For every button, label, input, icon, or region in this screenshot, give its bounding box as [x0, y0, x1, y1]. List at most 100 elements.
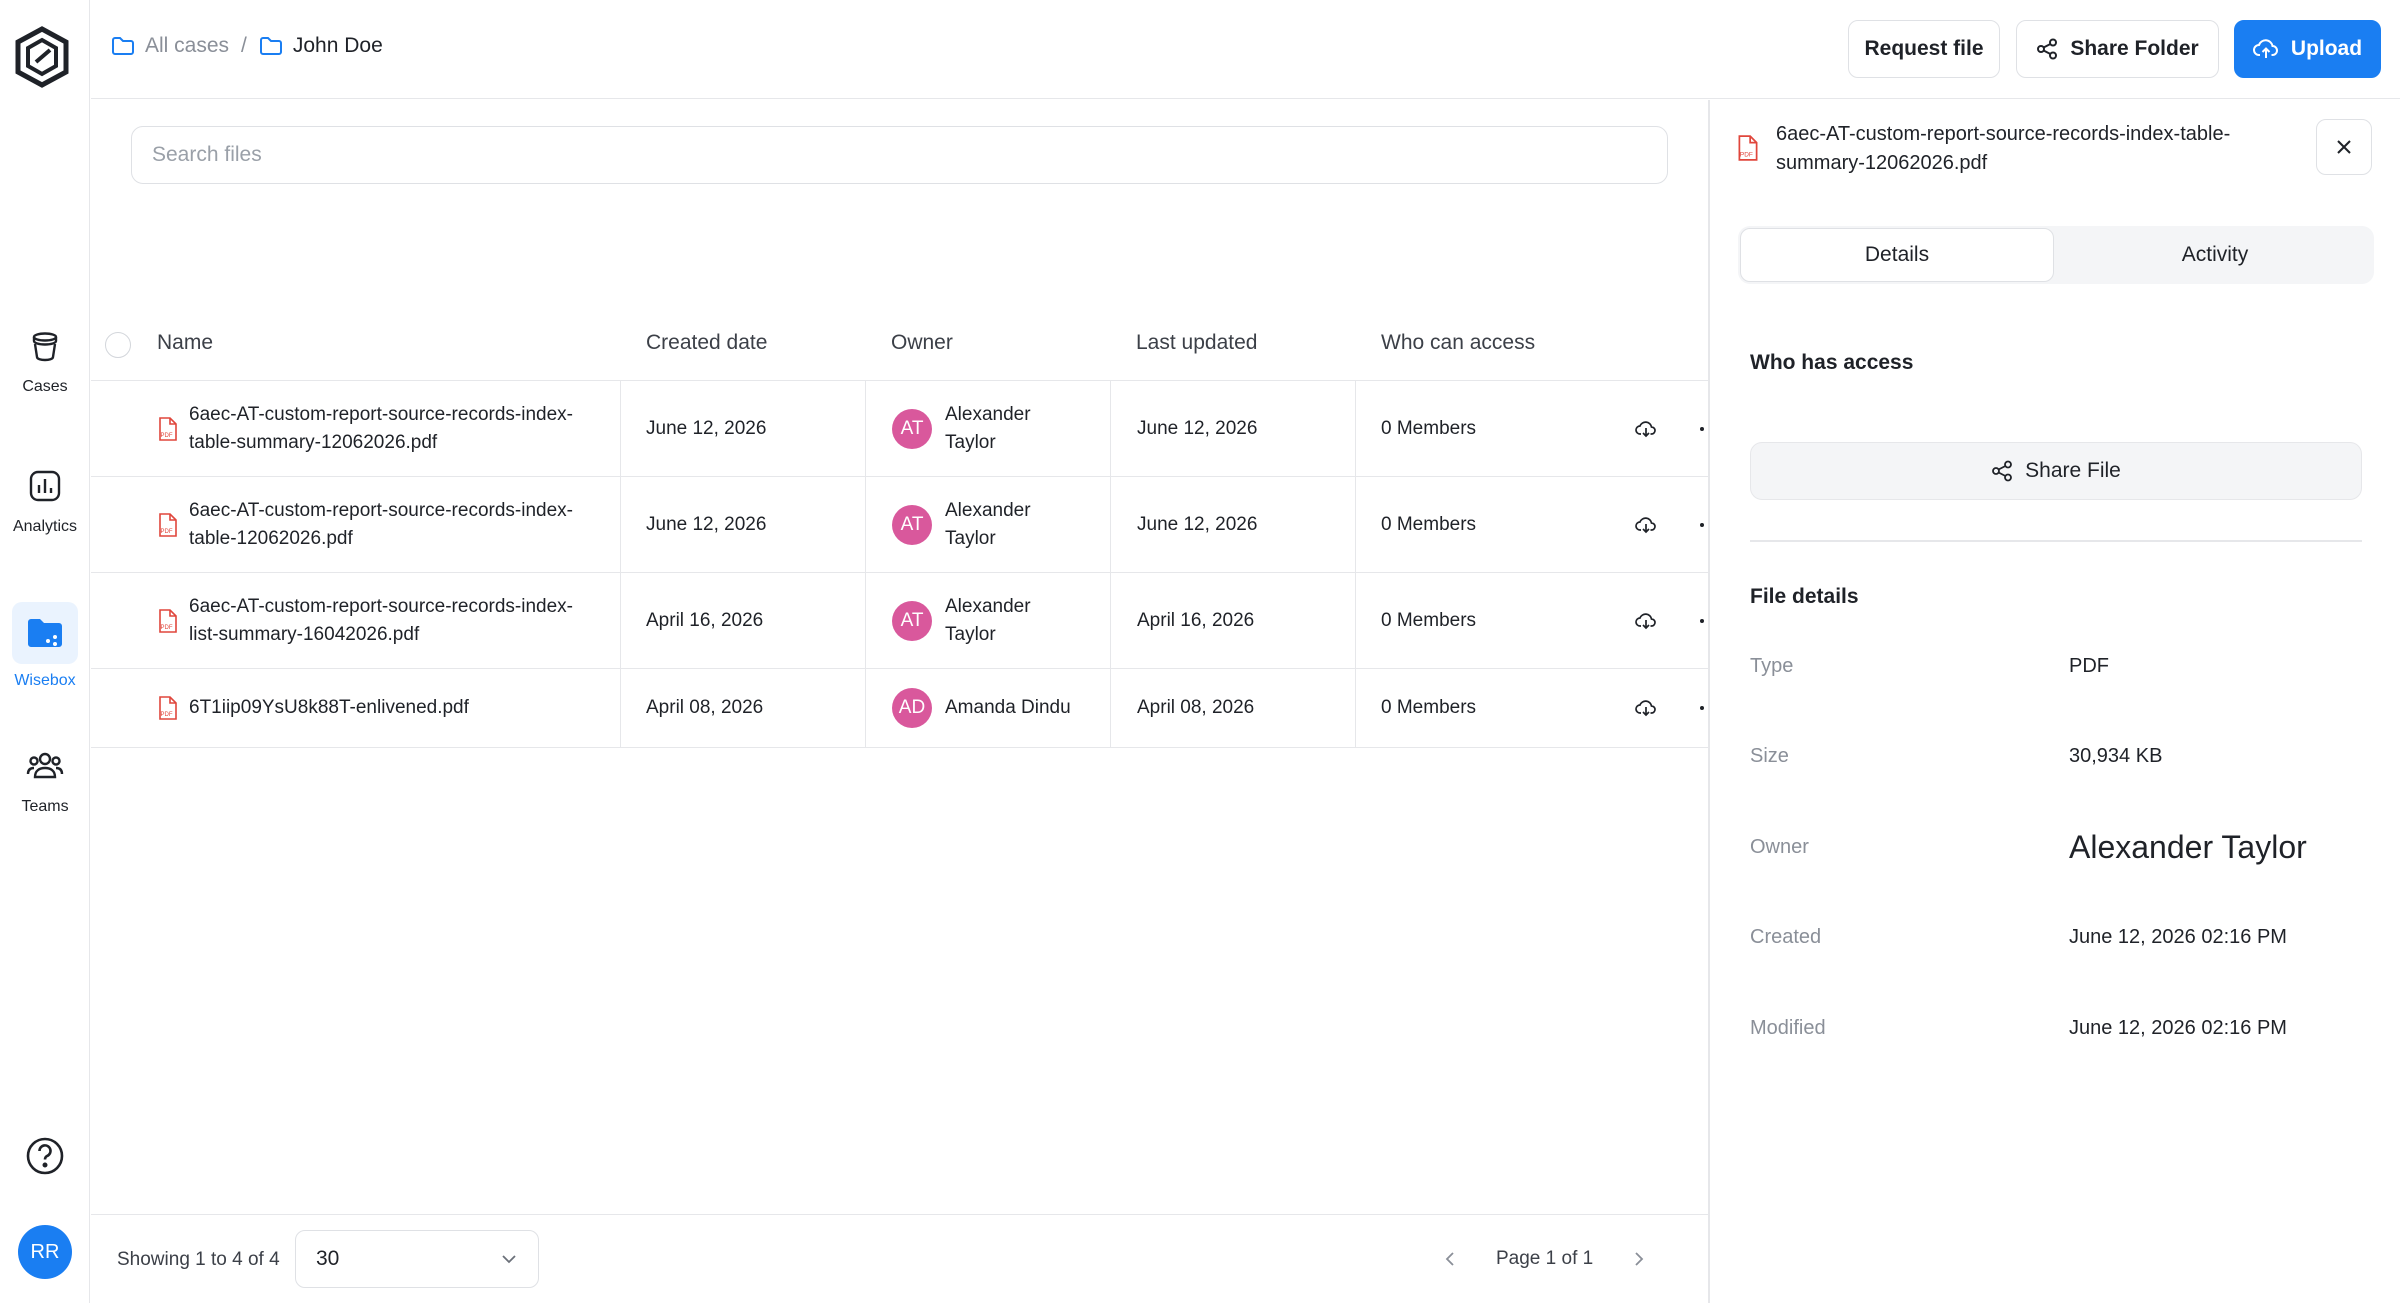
table-footer: Showing 1 to 4 of 4 30 Page 1 of 1: [91, 1214, 1708, 1303]
cloud-download-icon[interactable]: [1635, 381, 1657, 476]
table-row[interactable]: PDF 6T1iip09YsU8k88T-enlivened.pdf April…: [91, 669, 1708, 748]
owner-cell: AT Alexander Taylor: [892, 477, 1045, 572]
top-bar: All cases / John Doe Request file Share …: [91, 0, 2400, 99]
share-folder-button[interactable]: Share Folder: [2016, 20, 2219, 78]
owner-cell: AD Amanda Dindu: [892, 669, 1085, 747]
updated-date: April 08, 2026: [1137, 697, 1255, 718]
share-file-button[interactable]: Share File: [1750, 442, 2362, 500]
column-header-updated[interactable]: Last updated: [1136, 331, 1258, 354]
row-menu-icon[interactable]: [1699, 669, 1705, 747]
request-file-button[interactable]: Request file: [1848, 20, 2000, 78]
svg-text:PDF: PDF: [161, 712, 173, 718]
per-page-select[interactable]: 30: [295, 1230, 539, 1288]
file-name[interactable]: 6aec-AT-custom-report-source-records-ind…: [189, 499, 573, 549]
created-date: June 12, 2026: [646, 513, 767, 535]
detail-value-modified: June 12, 2026 02:16 PM: [2069, 1017, 2287, 1039]
row-menu-icon[interactable]: [1699, 381, 1705, 476]
detail-label-owner: Owner: [1750, 836, 1809, 858]
sidebar-item-analytics[interactable]: Analytics: [0, 462, 90, 536]
sidebar-item-wisebox[interactable]: Wisebox: [0, 602, 90, 690]
cloud-download-icon[interactable]: [1635, 573, 1657, 668]
cloud-download-icon[interactable]: [1635, 477, 1657, 572]
row-menu-icon[interactable]: [1699, 477, 1705, 572]
owner-cell: AT Alexander Taylor: [892, 573, 1045, 668]
user-avatar[interactable]: RR: [18, 1225, 72, 1279]
access-count: 0 Members: [1381, 417, 1477, 439]
detail-value-type: PDF: [2069, 655, 2109, 677]
pdf-icon: PDF: [158, 477, 178, 572]
file-list-area: Name Created date Owner Last updated Who…: [91, 100, 1708, 1303]
avatar: AT: [892, 408, 932, 449]
divider: [1750, 540, 2362, 542]
search-input[interactable]: [131, 126, 1668, 184]
column-header-access[interactable]: Who can access: [1381, 331, 1536, 354]
avatar: AD: [892, 688, 932, 728]
detail-value-size: 30,934 KB: [2069, 745, 2163, 767]
cloud-download-icon[interactable]: [1635, 669, 1657, 747]
access-section-title: Who has access: [1750, 351, 1914, 374]
file-details-panel: PDF 6aec-AT-custom-report-source-records…: [1708, 100, 2400, 1303]
row-menu-icon[interactable]: [1699, 573, 1705, 668]
access-count: 0 Members: [1381, 609, 1477, 631]
detail-label-modified: Modified: [1750, 1017, 1826, 1039]
detail-value-created: June 12, 2026 02:16 PM: [2069, 926, 2287, 948]
teams-icon: [21, 742, 69, 790]
sidebar-item-cases[interactable]: Cases: [0, 322, 90, 396]
close-button[interactable]: [2316, 119, 2372, 175]
sidebar-item-label: Teams: [21, 798, 69, 815]
logo-icon: [15, 26, 69, 88]
detail-value-owner: Alexander Taylor: [2069, 829, 2307, 865]
select-all-checkbox[interactable]: [105, 332, 131, 358]
pdf-icon: PDF: [158, 669, 178, 747]
table-row[interactable]: PDF 6aec-AT-custom-report-source-records…: [91, 477, 1708, 573]
app-logo[interactable]: [14, 26, 74, 90]
help-icon[interactable]: [25, 1136, 65, 1176]
folder-share-icon: [12, 602, 78, 664]
file-name[interactable]: 6aec-AT-custom-report-source-records-ind…: [189, 595, 573, 645]
avatar: AT: [892, 600, 932, 641]
avatar: AT: [892, 504, 932, 545]
share-icon: [2037, 38, 2058, 60]
owner-name: Amanda Dindu: [945, 697, 1071, 718]
file-name[interactable]: 6aec-AT-custom-report-source-records-ind…: [189, 403, 573, 453]
svg-text:PDF: PDF: [1740, 152, 1753, 159]
breadcrumb-all-cases[interactable]: All cases: [111, 34, 229, 58]
svg-text:PDF: PDF: [161, 625, 173, 631]
chevron-right-icon[interactable]: [1633, 1250, 1645, 1268]
tab-details[interactable]: Details: [1740, 228, 2054, 282]
sidebar-item-label: Cases: [22, 378, 68, 395]
column-header-owner[interactable]: Owner: [891, 331, 953, 354]
table-row[interactable]: PDF 6aec-AT-custom-report-source-records…: [91, 573, 1708, 669]
created-date: April 16, 2026: [646, 609, 764, 631]
folder-icon: [259, 37, 282, 55]
tab-activity[interactable]: Activity: [2181, 243, 2249, 266]
page-indicator: Page 1 of 1: [1496, 1248, 1594, 1269]
svg-text:PDF: PDF: [161, 529, 173, 535]
sidebar-item-teams[interactable]: Teams: [0, 742, 90, 816]
detail-label-type: Type: [1750, 655, 1794, 677]
sidebar-item-label: Analytics: [12, 518, 78, 535]
pdf-icon: PDF: [158, 381, 178, 476]
pdf-icon: PDF: [1738, 135, 1758, 161]
owner-name: Alexander Taylor: [945, 595, 1031, 645]
column-header-created[interactable]: Created date: [646, 331, 768, 354]
analytics-icon: [21, 462, 69, 510]
file-details-title: File details: [1750, 585, 1859, 608]
updated-date: April 16, 2026: [1137, 609, 1255, 631]
detail-label-size: Size: [1750, 745, 1789, 767]
column-header-name[interactable]: Name: [157, 331, 214, 354]
table-header: Name Created date Owner Last updated Who…: [91, 280, 1708, 381]
chevron-left-icon[interactable]: [1444, 1250, 1456, 1268]
owner-cell: AT Alexander Taylor: [892, 381, 1045, 476]
table-row[interactable]: PDF 6aec-AT-custom-report-source-records…: [91, 381, 1708, 477]
results-count: Showing 1 to 4 of 4: [117, 1249, 280, 1270]
breadcrumb-current: John Doe: [259, 34, 383, 58]
panel-file-name: 6aec-AT-custom-report-source-records-ind…: [1776, 123, 2231, 174]
close-icon: [2337, 140, 2351, 154]
upload-button[interactable]: Upload: [2234, 20, 2381, 78]
file-name[interactable]: 6T1iip09YsU8k88T-enlivened.pdf: [189, 697, 469, 718]
owner-name: Alexander Taylor: [945, 403, 1031, 453]
pagination: Page 1 of 1: [1444, 1248, 1645, 1270]
owner-name: Alexander Taylor: [945, 499, 1031, 549]
created-date: April 08, 2026: [646, 697, 764, 718]
